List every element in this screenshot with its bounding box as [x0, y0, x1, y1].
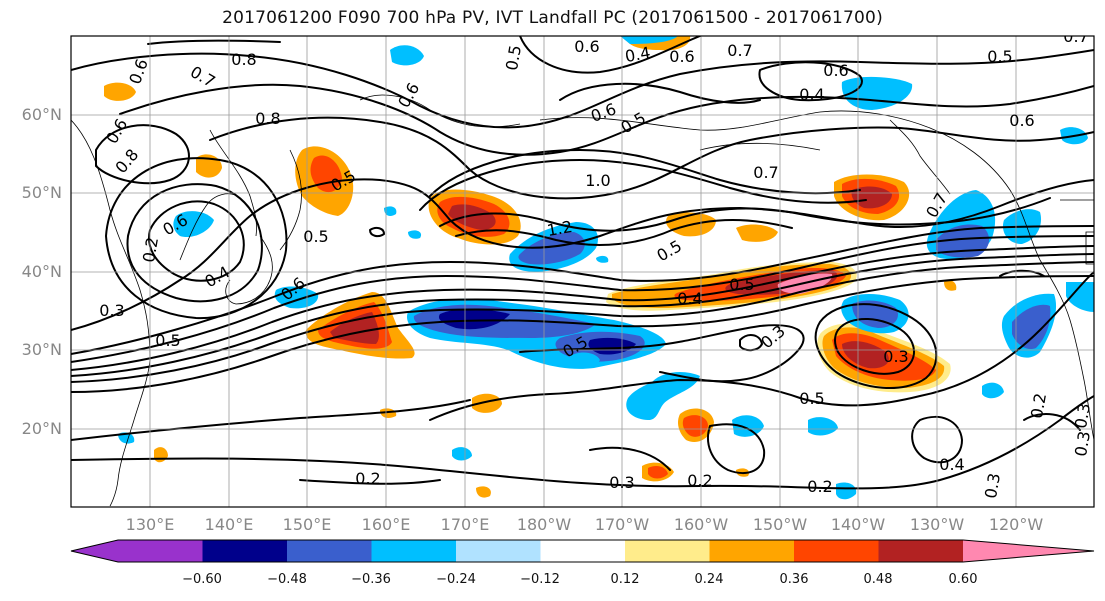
contour-label: 0.2	[1027, 392, 1050, 420]
contour-label: 0.3	[981, 472, 1004, 500]
lat-label-60n: 60°N	[21, 105, 62, 124]
colorbar-segment	[878, 540, 964, 562]
lat-label-30n: 30°N	[21, 340, 62, 359]
contour-label: 0.2	[807, 477, 832, 496]
colorbar-tick: −0.36	[351, 572, 391, 587]
colorbar-segment	[118, 540, 203, 562]
contour-label: 0.5	[502, 44, 525, 72]
contour-label: 0.2	[139, 236, 162, 264]
contour-label: 0.4	[939, 455, 964, 474]
map-frame	[70, 35, 1095, 508]
contour-label: 0.8	[255, 109, 280, 128]
lon-label-180w: 180°W	[516, 515, 572, 534]
colorbar-extend-max	[963, 540, 1094, 562]
colorbar-tick: 0.36	[779, 572, 809, 587]
lat-label-20n: 20°N	[21, 419, 62, 438]
lon-label-140e: 140°E	[204, 515, 254, 534]
contour-label: 1.2	[546, 217, 574, 240]
contour-label: 1.0	[585, 171, 610, 190]
contour-label: 0.3	[1071, 430, 1094, 458]
colorbar-segment	[540, 540, 626, 562]
colorbar-tick: −0.60	[182, 572, 222, 587]
colorbar-segment	[794, 540, 879, 562]
lat-label-50n: 50°N	[21, 183, 62, 202]
colorbar-tick: −0.12	[520, 572, 560, 587]
contour-label: 0.6	[669, 47, 694, 66]
lon-label-130w: 130°W	[909, 515, 965, 534]
colorbar-segment	[287, 540, 372, 562]
colorbar-tick: 0.24	[694, 572, 724, 587]
contour-label: 0.5	[729, 275, 754, 294]
contour-label: 0.2	[687, 471, 712, 490]
colorbar-tick: 0.60	[948, 572, 978, 587]
colorbar-tick: −0.24	[436, 572, 476, 587]
lat-label-40n: 40°N	[21, 262, 62, 281]
contour-label: 0.7	[753, 163, 778, 182]
contour-label: 0.7	[1063, 27, 1088, 46]
lon-label-160w: 160°W	[673, 515, 729, 534]
lon-label-150e: 150°E	[282, 515, 332, 534]
pv-contour-layer	[71, 36, 1094, 490]
contour-label: 0.4	[799, 85, 824, 104]
contour-label: 0.8	[231, 50, 256, 69]
colorbar-segment	[709, 540, 795, 562]
contour-label: 0.7	[727, 41, 752, 60]
coastlines	[71, 94, 1094, 507]
colorbar-tick: −0.48	[267, 572, 307, 587]
colorbar	[70, 539, 1095, 563]
colorbar-tick: 0.48	[863, 572, 893, 587]
lon-label-150w: 150°W	[752, 515, 808, 534]
lon-label-170e: 170°E	[440, 515, 490, 534]
lon-label-140w: 140°W	[830, 515, 886, 534]
lon-label-170w: 170°W	[594, 515, 650, 534]
plot-title: 2017061200 F090 700 hPa PV, IVT Landfall…	[222, 8, 883, 28]
lon-label-130e: 130°E	[125, 515, 175, 534]
contour-label: 0.5	[799, 389, 824, 408]
contour-label: 0.6	[1009, 111, 1034, 130]
contour-label: 0.5	[303, 227, 328, 246]
contour-label: 0.2	[355, 469, 380, 488]
lon-label-120w: 120°W	[988, 515, 1044, 534]
contour-label: 0.6	[823, 61, 848, 80]
contour-label: 0.4	[677, 289, 702, 308]
contour-label: 0.3	[1071, 402, 1094, 430]
lon-label-160e: 160°E	[361, 515, 411, 534]
colorbar-segment	[625, 540, 710, 562]
contour-label: 0.3	[99, 301, 124, 320]
contour-label: 0.3	[609, 473, 634, 492]
graticule	[71, 36, 1094, 507]
contour-label: 0.6	[574, 37, 599, 56]
colorbar-extend-min	[71, 540, 118, 562]
colorbar-segment	[456, 540, 541, 562]
colorbar-segment	[371, 540, 457, 562]
contour-label: 0.5	[155, 331, 180, 350]
contour-label: 0.3	[883, 347, 908, 366]
contour-label: 0.4	[624, 43, 652, 66]
colorbar-segment	[202, 540, 288, 562]
colorbar-tick: 0.12	[610, 572, 640, 587]
contour-label: 0.5	[987, 47, 1012, 66]
colorbar-outline	[70, 539, 1095, 563]
